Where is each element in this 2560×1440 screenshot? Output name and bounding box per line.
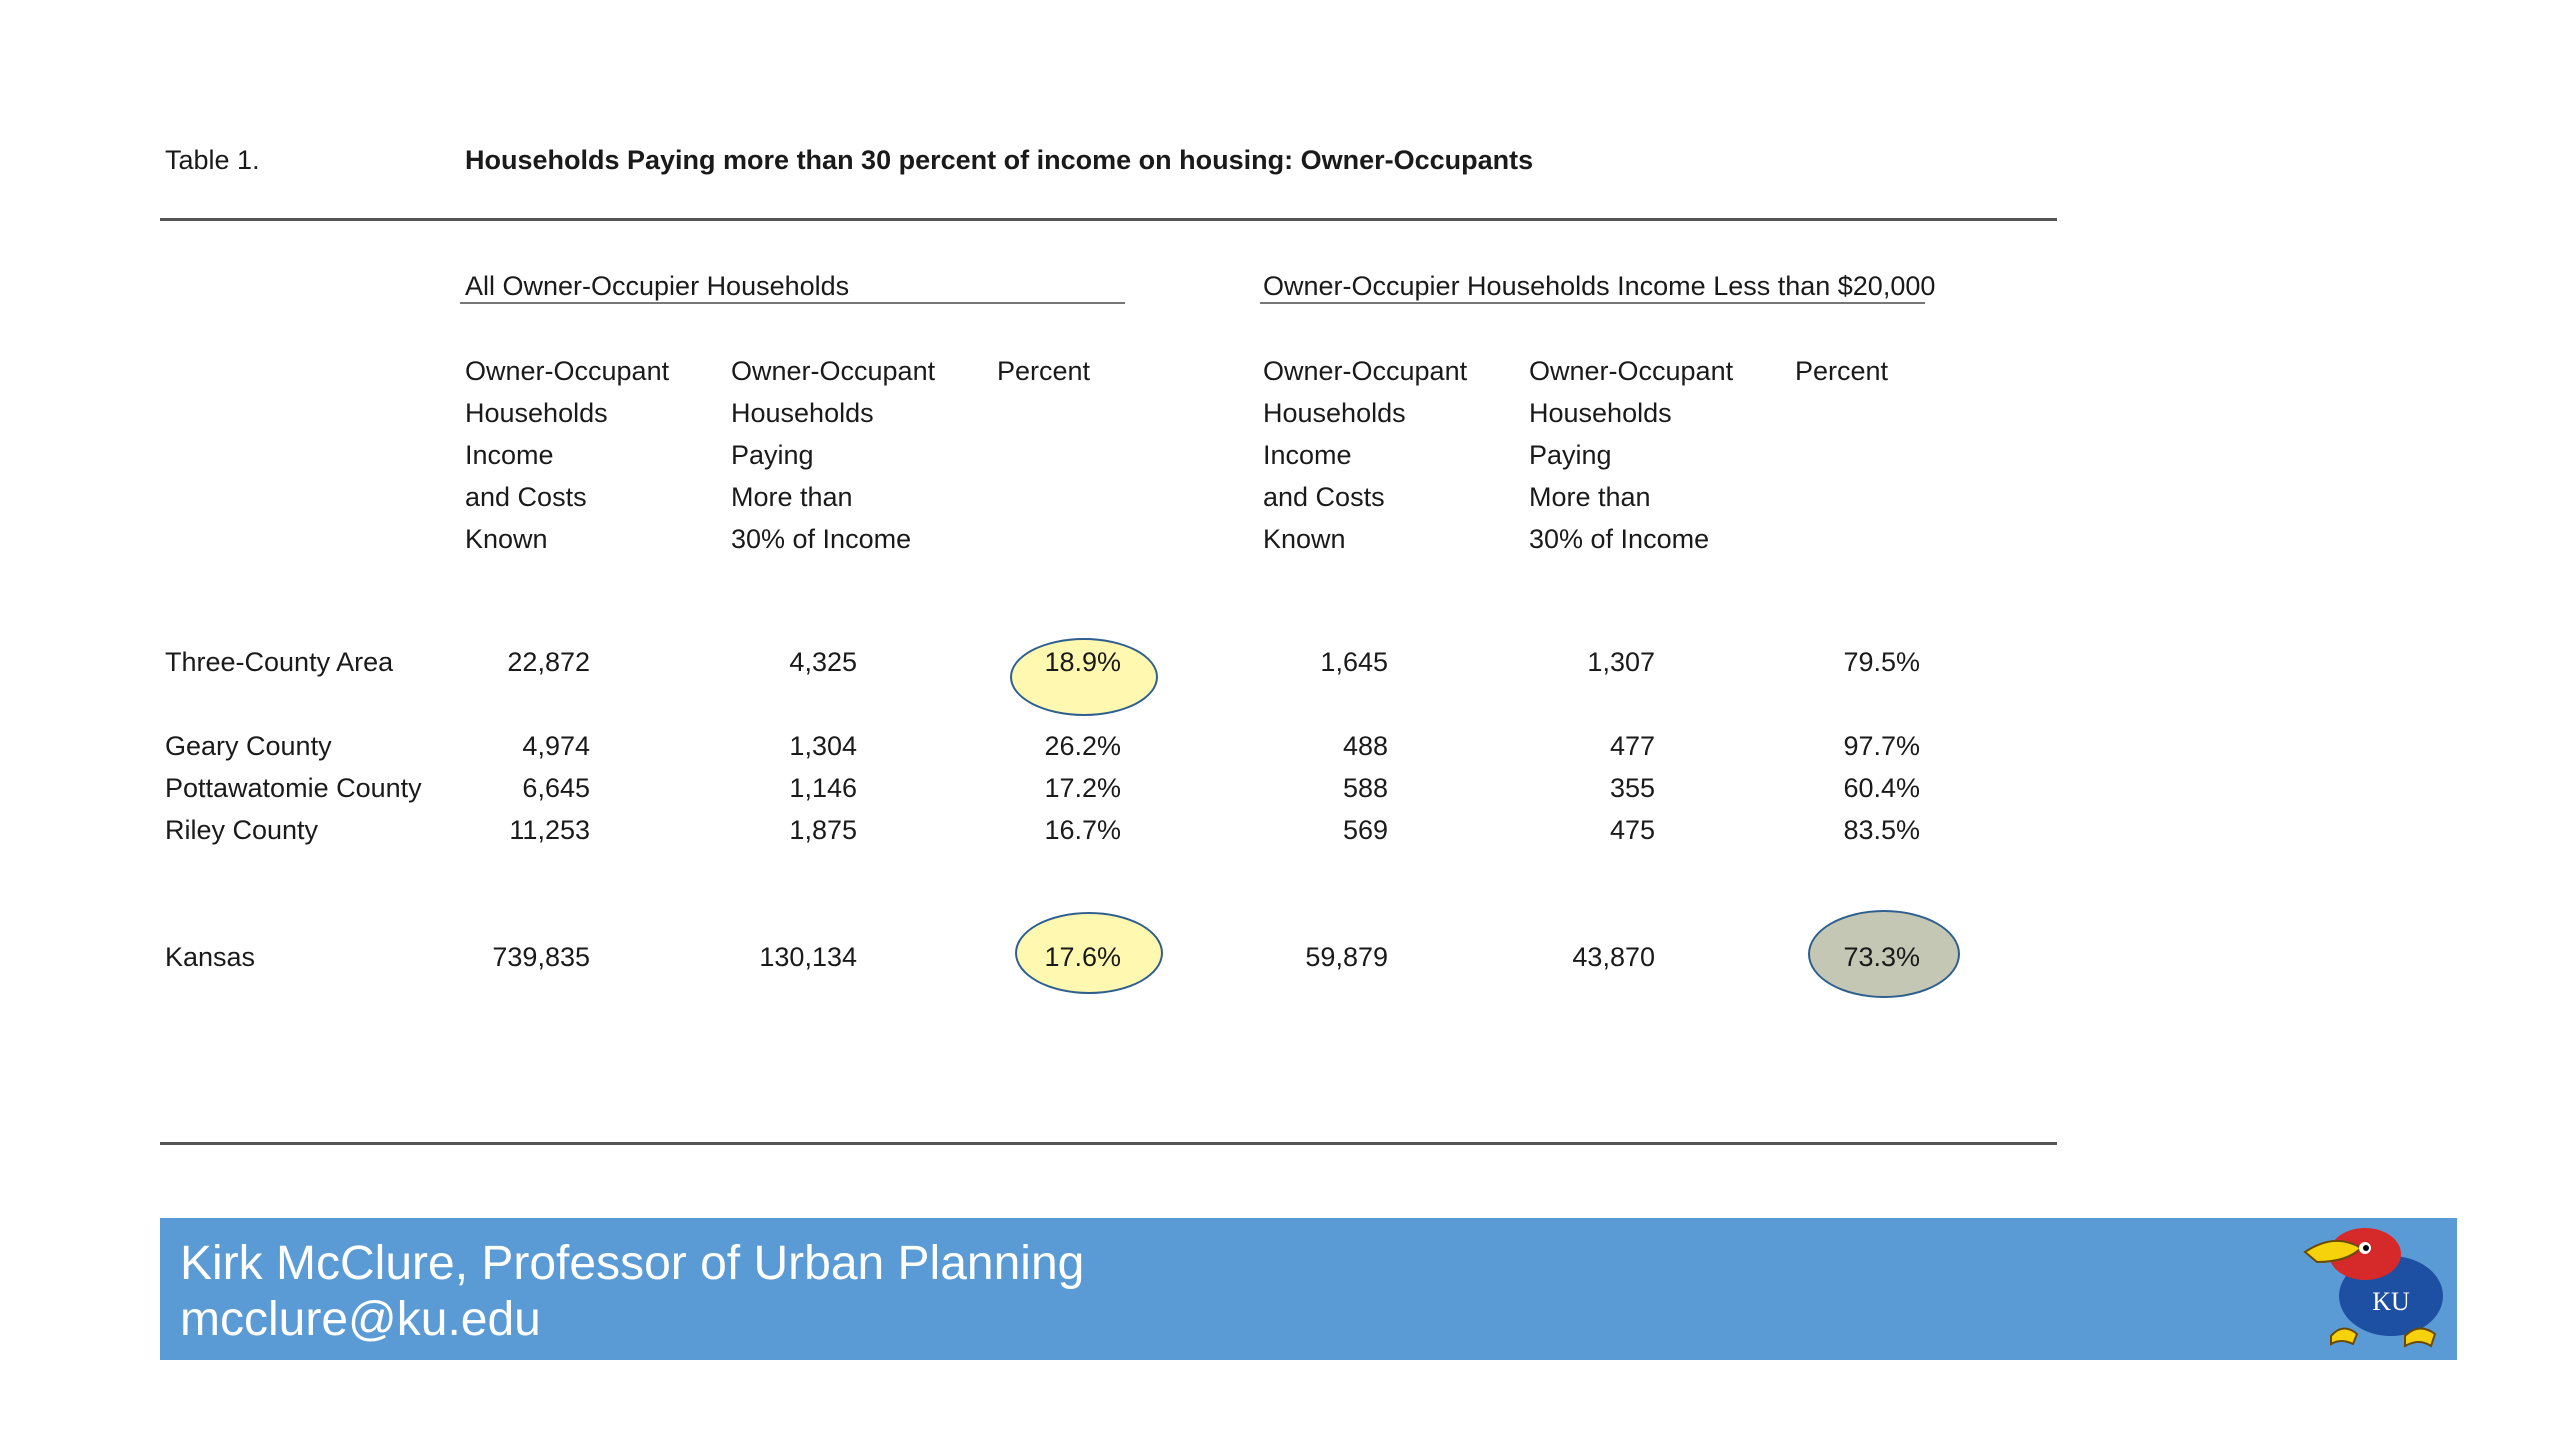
- group-header-all: All Owner-Occupier Households: [465, 271, 850, 301]
- top-rule: [160, 218, 2057, 221]
- table-cell: 22,872: [507, 647, 590, 677]
- table-cell: 17.2%: [1044, 773, 1121, 803]
- table-cell: 1,645: [1320, 647, 1388, 677]
- ku-jayhawk-logo-icon: KU: [2295, 1218, 2455, 1360]
- table-cell: 4,974: [522, 731, 590, 761]
- col-header-paying-low: Owner-Occupant Households Paying More th…: [1529, 356, 1734, 554]
- highlight-ellipse-kansas-low: [1808, 910, 1960, 998]
- table-cell: 475: [1609, 815, 1655, 845]
- table-cell: 588: [1342, 773, 1388, 803]
- table-cell: 26.2%: [1044, 731, 1121, 761]
- col-header-known: Owner-Occupant Households Income and Cos…: [465, 356, 670, 554]
- footer-email[interactable]: mcclure@ku.edu: [180, 1293, 541, 1346]
- table-title: Households Paying more than 30 percent o…: [465, 145, 1534, 175]
- table-cell: 6,645: [522, 773, 590, 803]
- table-cell: 1,304: [789, 731, 857, 761]
- table-label: Table 1.: [165, 145, 260, 175]
- row-label: Riley County: [165, 815, 319, 845]
- row-label: Pottawatomie County: [165, 773, 422, 803]
- row-label: Three-County Area: [165, 647, 394, 677]
- table-cell: 4,325: [789, 647, 857, 677]
- table-cell: 1,146: [789, 773, 857, 803]
- table-cell: 739,835: [492, 942, 590, 972]
- table-cell: 355: [1609, 773, 1655, 803]
- row-label: Kansas: [165, 942, 256, 972]
- table-cell: 43,870: [1572, 942, 1655, 972]
- table-cell: 477: [1609, 731, 1655, 761]
- row-label: Geary County: [165, 731, 332, 761]
- footer-author: Kirk McClure, Professor of Urban Plannin…: [180, 1237, 1085, 1290]
- table-cell: 16.7%: [1044, 815, 1121, 845]
- highlight-ellipse-kansas: [1015, 912, 1163, 994]
- col-header-known-low: Owner-Occupant Households Income and Cos…: [1263, 356, 1468, 554]
- footer-banner: Kirk McClure, Professor of Urban Plannin…: [160, 1218, 2457, 1360]
- table-cell: 130,134: [759, 942, 857, 972]
- group-header-low-income: Owner-Occupier Households Income Less th…: [1263, 271, 1936, 301]
- ku-logo-text: KU: [2372, 1287, 2410, 1316]
- group-underline-low-income: [1260, 302, 1925, 304]
- col-header-percent: Percent: [997, 356, 1091, 386]
- table-cell: 569: [1342, 815, 1388, 845]
- table-cell: 18.9%: [1044, 647, 1121, 677]
- bottom-rule: [160, 1142, 2057, 1145]
- table-cell: 60.4%: [1843, 773, 1920, 803]
- col-header-percent-low: Percent: [1795, 356, 1889, 386]
- highlight-ellipse-three-county: [1010, 638, 1158, 716]
- col-header-paying: Owner-Occupant Households Paying More th…: [731, 356, 936, 554]
- table-cell: 83.5%: [1843, 815, 1920, 845]
- table-cell: 1,875: [789, 815, 857, 845]
- table-cell: 59,879: [1305, 942, 1388, 972]
- group-underline-all: [460, 302, 1125, 304]
- table-cell: 73.3%: [1843, 942, 1920, 972]
- table-cell: 17.6%: [1044, 942, 1121, 972]
- table-cell: 79.5%: [1843, 647, 1920, 677]
- table-cell: 11,253: [509, 815, 590, 845]
- table-cell: 1,307: [1587, 647, 1655, 677]
- table-cell: 97.7%: [1843, 731, 1920, 761]
- table-cell: 488: [1342, 731, 1388, 761]
